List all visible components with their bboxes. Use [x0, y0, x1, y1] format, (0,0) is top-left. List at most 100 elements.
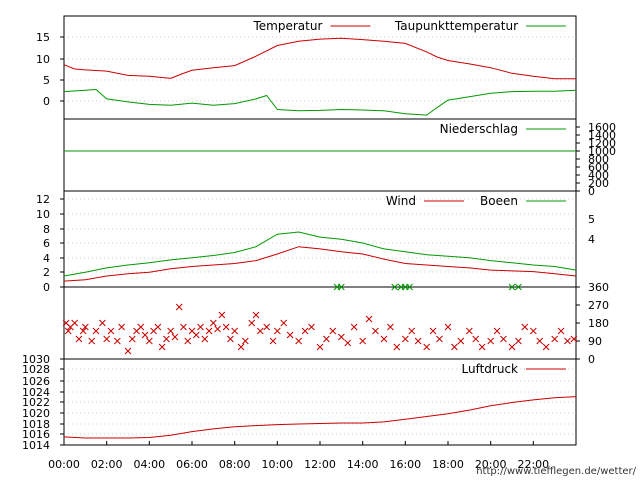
direction-point [180, 323, 187, 331]
x-tick-label: 02:00 [91, 458, 123, 471]
y-tick-label: 15 [36, 31, 50, 44]
series-line-temperatur [63, 37, 576, 80]
legend-label: Temperatur [252, 19, 322, 33]
y-tick-label: 10 [36, 208, 50, 221]
direction-point [551, 335, 559, 343]
y-tick-label: 1022 [22, 396, 50, 409]
direction-point [92, 327, 100, 335]
direction-point [252, 311, 260, 319]
series-line-taupunkttemperatur [63, 88, 577, 116]
x-tick-label: 08:00 [219, 458, 251, 471]
direction-point [103, 335, 111, 343]
direction-point [423, 343, 431, 351]
y-tick-label: 0 [43, 281, 50, 294]
direction-point [118, 323, 125, 331]
y-tick-label: 1030 [22, 353, 50, 366]
y-tick-label: 800 [588, 153, 609, 166]
x-tick-label: 06:00 [176, 458, 208, 471]
direction-point [71, 319, 79, 327]
direction-point [465, 327, 473, 335]
y-tick-label: 90 [588, 335, 602, 348]
y-tick-label: 1000 [588, 145, 616, 158]
direction-point [175, 303, 183, 311]
direction-point [113, 337, 121, 345]
direction-point [414, 337, 422, 345]
x-axis: 00:00 02:00 04:00 06:00 08:00 10:00 12:00 14:00… [48, 441, 549, 471]
y-tick-label: 5 [43, 74, 50, 87]
direction-point [570, 335, 578, 343]
direction-point [154, 323, 162, 331]
y-tick-label: 1020 [22, 407, 50, 420]
direction-point [436, 335, 443, 343]
right-label: 4 [588, 233, 595, 246]
panel-temperature: 15 10 5 0 Taupunkttemperatur Temperatur [36, 15, 577, 120]
direction-point [222, 323, 230, 331]
direction-point [273, 327, 281, 335]
direction-point [451, 343, 458, 351]
direction-point [444, 323, 452, 331]
direction-point [231, 327, 239, 335]
direction-point [344, 339, 352, 347]
direction-point [323, 335, 330, 343]
direction-point [406, 283, 413, 291]
direction-point [145, 337, 153, 345]
direction-point [214, 325, 221, 333]
direction-point [308, 323, 315, 331]
direction-point [263, 323, 271, 331]
y-tick-label: 1600 [588, 121, 616, 134]
direction-point [141, 331, 149, 339]
direction-point [500, 335, 507, 343]
y-tick-label: 400 [588, 169, 609, 182]
direction-point [227, 335, 234, 343]
y-tick-label: 1016 [22, 428, 50, 441]
direction-point [99, 319, 106, 327]
y-tick-label: 0 [43, 95, 50, 108]
y-tick-label: 8 [43, 223, 50, 236]
direction-point [184, 337, 192, 345]
x-tick-label: 00:00 [48, 458, 80, 471]
direction-point [316, 343, 324, 351]
direction-point [515, 283, 522, 291]
direction-point [295, 337, 303, 345]
direction-point [171, 333, 179, 341]
direction-point [158, 343, 166, 351]
direction-point [237, 343, 245, 351]
direction-point [167, 327, 175, 335]
y-tick-label: 0 [588, 353, 595, 366]
x-tick-label: 12:00 [304, 458, 336, 471]
y-tick-label: 360 [588, 281, 609, 294]
direction-point [205, 327, 213, 335]
y-tick-label: 180 [588, 317, 609, 330]
y-tick-label: 1018 [22, 418, 50, 431]
direction-point [515, 337, 522, 345]
y-tick-label: 270 [588, 299, 609, 312]
y-tick-label: 200 [588, 177, 609, 190]
direction-point [429, 327, 437, 335]
legend-label: Wind [386, 194, 416, 208]
direction-point [387, 323, 394, 331]
direction-point [329, 327, 337, 335]
y-tick-label: 10 [36, 53, 50, 66]
x-tick-label: 04:00 [133, 458, 165, 471]
legend-label: Taupunkttemperatur [394, 19, 518, 33]
direction-point [128, 335, 136, 343]
x-tick-label: 18:00 [432, 458, 464, 471]
y-tick-label: 600 [588, 161, 609, 174]
direction-point [478, 343, 486, 351]
direction-point [75, 335, 83, 343]
direction-point [393, 343, 401, 351]
footer-url: http://www.tiefflegen.de/wetter/ [476, 466, 636, 477]
x-tick-label: 22:00 [517, 458, 549, 471]
direction-point [557, 327, 565, 335]
series-line-boeen [63, 231, 577, 277]
direction-point [79, 327, 87, 335]
legend-label: Niederschlag [440, 122, 518, 136]
direction-point [337, 333, 345, 341]
direction-point [201, 335, 209, 343]
direction-point [391, 283, 399, 291]
direction-point [248, 319, 256, 327]
